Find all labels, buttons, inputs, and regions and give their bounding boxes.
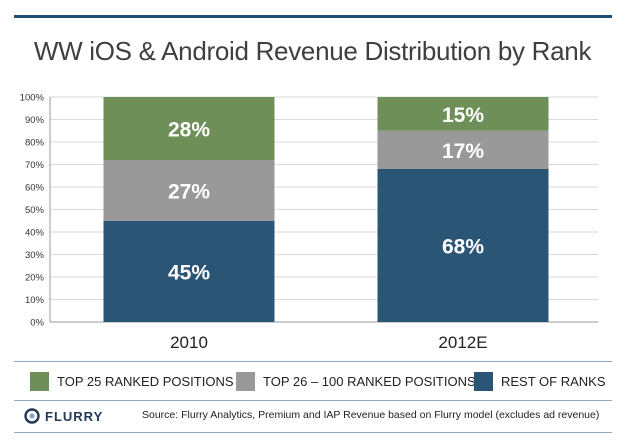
legend-item-top26-100: TOP 26 – 100 RANKED POSITIONS: [236, 372, 476, 391]
y-tick-label: 40%: [25, 228, 45, 239]
y-tick-label: 90%: [25, 115, 45, 126]
top-rule: [14, 15, 612, 18]
x-tick-label: 2010: [170, 333, 208, 352]
legend: TOP 25 RANKED POSITIONS TOP 26 – 100 RAN…: [14, 361, 612, 401]
flurry-logo-text: FLURRY: [45, 408, 104, 424]
bar-segment: [377, 169, 549, 322]
y-tick-label: 70%: [25, 160, 45, 171]
y-tick-label: 20%: [25, 273, 45, 284]
footer: FLURRY Source: Flurry Analytics, Premium…: [14, 399, 612, 432]
bar-segment: [377, 130, 549, 169]
y-tick-label: 10%: [25, 295, 45, 306]
data-label: 68%: [442, 236, 484, 259]
chart-title: WW iOS & Android Revenue Distribution by…: [33, 36, 592, 66]
bottom-rule: [14, 432, 612, 433]
bar-segment: [103, 97, 275, 160]
y-tick-label: 0%: [30, 318, 44, 329]
source-note: Source: Flurry Analytics, Premium and IA…: [142, 409, 600, 421]
data-label: 28%: [168, 119, 210, 142]
flurry-logo: FLURRY: [24, 408, 103, 424]
y-tick-label: 60%: [25, 183, 45, 194]
legend-label-rest: REST OF RANKS: [501, 374, 606, 389]
data-label: 17%: [442, 140, 484, 163]
y-tick-label: 80%: [25, 138, 45, 149]
legend-label-top25: TOP 25 RANKED POSITIONS: [57, 374, 234, 389]
data-label: 45%: [168, 261, 210, 284]
legend-item-top25: TOP 25 RANKED POSITIONS: [30, 372, 234, 391]
bar-segment: [103, 160, 275, 221]
bar-segment: [377, 97, 549, 131]
legend-swatch-top26-100: [236, 372, 255, 391]
x-tick-label: 2012E: [438, 333, 487, 352]
flurry-logo-icon: [24, 408, 40, 424]
y-tick-label: 30%: [25, 250, 45, 261]
legend-swatch-rest: [474, 372, 493, 391]
data-label: 27%: [168, 180, 210, 203]
legend-item-rest: REST OF RANKS: [474, 372, 606, 391]
legend-label-top26-100: TOP 26 – 100 RANKED POSITIONS: [263, 374, 476, 389]
bar-segment: [103, 220, 275, 322]
data-label: 15%: [442, 104, 484, 127]
y-tick-label: 100%: [20, 93, 45, 104]
y-tick-label: 50%: [25, 205, 45, 216]
legend-swatch-top25: [30, 372, 49, 391]
